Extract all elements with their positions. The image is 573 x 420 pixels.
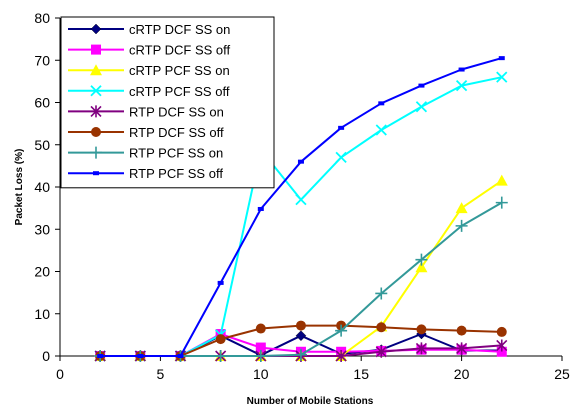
legend-item: RTP DCF SS off [68, 125, 224, 140]
legend-item: RTP PCF SS on [68, 146, 223, 161]
data-point [335, 151, 347, 164]
legend-label: cRTP PCF SS on [129, 63, 230, 78]
legend-item: RTP DCF SS on [68, 104, 224, 119]
data-point [496, 326, 507, 337]
y-tick-label: 30 [34, 221, 50, 237]
legend-marker [91, 127, 101, 137]
data-point [375, 124, 387, 136]
data-point [496, 346, 507, 357]
legend-label: RTP DCF SS on [129, 104, 224, 119]
data-point [335, 350, 347, 362]
legend-marker [93, 171, 99, 176]
legend-label: RTP DCF SS off [129, 125, 224, 140]
legend-marker [90, 105, 102, 118]
data-point [498, 56, 505, 61]
legend-item: cRTP PCF SS on [68, 63, 230, 78]
data-point [297, 159, 304, 164]
y-tick-label: 10 [34, 306, 50, 322]
legend-marker [90, 85, 102, 97]
data-point [294, 348, 307, 361]
data-point [338, 125, 345, 130]
series-7 [97, 56, 505, 358]
y-tick-label: 50 [34, 137, 50, 153]
data-point [97, 354, 104, 358]
legend-label: RTP PCF SS off [129, 166, 223, 181]
data-point [257, 206, 264, 211]
data-point [496, 339, 508, 352]
data-point [415, 253, 428, 266]
legend-marker [90, 23, 102, 35]
data-point [335, 324, 348, 337]
y-tick-label: 20 [34, 264, 50, 280]
data-point [495, 196, 508, 209]
data-point [415, 261, 428, 273]
legend-marker [90, 64, 102, 76]
data-point [177, 354, 184, 358]
data-point [375, 287, 388, 300]
legend-box [60, 16, 275, 189]
x-axis-title: Number of Mobile Stations [247, 396, 374, 407]
data-point [378, 101, 385, 106]
legend: cRTP DCF SS on cRTP DCF SS off cRTP PCF SS… [60, 16, 275, 189]
legend-item: cRTP DCF SS on [68, 22, 230, 37]
data-point [418, 83, 425, 88]
y-tick-label: 0 [42, 348, 50, 364]
legend-item: cRTP DCF SS off [68, 43, 231, 58]
data-point [215, 334, 226, 345]
legend-label: cRTP DCF SS on [129, 22, 230, 37]
data-point [456, 325, 467, 336]
y-tick-label: 70 [34, 52, 50, 68]
legend-marker [91, 44, 101, 55]
x-tick-label: 0 [56, 366, 64, 382]
x-tick-label: 20 [454, 366, 470, 382]
data-point [137, 354, 144, 358]
data-point [214, 350, 227, 362]
data-point [456, 342, 468, 355]
x-tick-label: 15 [353, 366, 369, 382]
data-point [495, 174, 508, 186]
data-point [455, 79, 468, 92]
data-point [217, 280, 224, 285]
legend-label: RTP PCF SS on [129, 146, 223, 161]
data-point [375, 345, 387, 358]
data-point [254, 350, 267, 362]
x-tick-label: 25 [554, 366, 570, 382]
legend-label: cRTP DCF SS off [129, 43, 231, 58]
x-tick-label: 5 [157, 366, 165, 382]
x-tick-label: 10 [253, 366, 269, 382]
y-tick-label: 60 [34, 95, 50, 111]
legend-item: cRTP PCF SS off [68, 84, 230, 99]
legend-label: cRTP PCF SS off [129, 84, 230, 99]
data-point [255, 323, 266, 334]
data-point [295, 330, 307, 342]
data-point [295, 320, 306, 331]
data-point [496, 71, 508, 83]
data-point [416, 324, 427, 335]
data-point [415, 342, 428, 355]
data-point [295, 194, 307, 206]
data-point [376, 322, 387, 333]
y-tick-label: 40 [34, 179, 50, 195]
data-point [455, 202, 468, 214]
y-axis-title: Packet Loss (%) [14, 149, 25, 226]
data-point [458, 67, 465, 72]
y-tick-label: 80 [34, 10, 50, 26]
legend-marker [90, 146, 102, 159]
data-point [415, 101, 428, 113]
data-point [455, 219, 468, 232]
legend-item: RTP PCF SS off [68, 166, 223, 181]
data-point [255, 342, 266, 353]
